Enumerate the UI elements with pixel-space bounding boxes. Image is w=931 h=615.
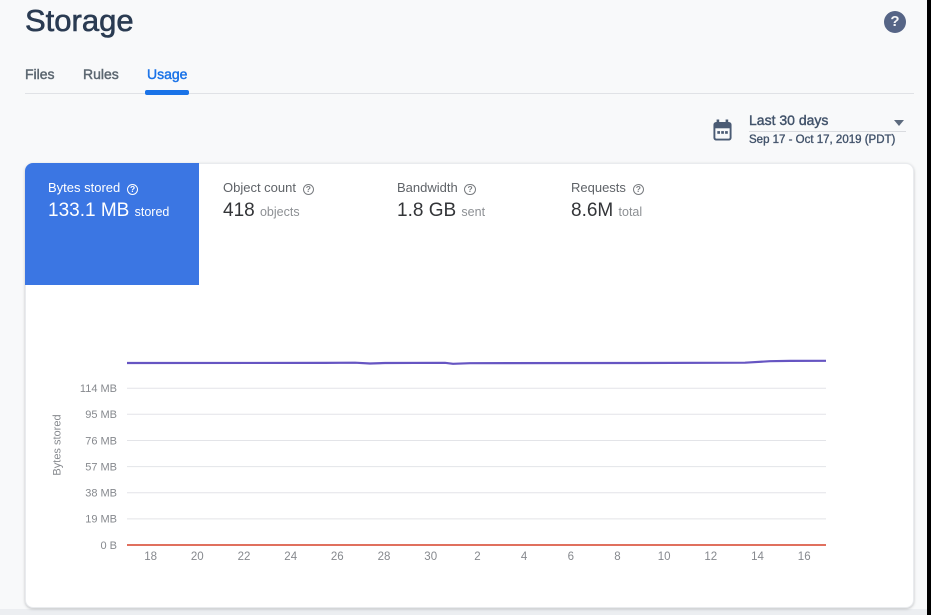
svg-text:8: 8 [614, 551, 620, 563]
svg-text:76 MB: 76 MB [85, 435, 117, 447]
svg-text:18: 18 [144, 551, 157, 563]
svg-text:30: 30 [424, 551, 437, 563]
svg-text:19 MB: 19 MB [85, 514, 117, 526]
svg-text:4: 4 [521, 551, 528, 563]
svg-text:10: 10 [658, 551, 671, 563]
svg-text:28: 28 [378, 551, 391, 563]
svg-text:20: 20 [191, 551, 204, 563]
svg-text:6: 6 [568, 551, 574, 563]
svg-text:26: 26 [331, 551, 344, 563]
svg-text:12: 12 [704, 551, 717, 563]
svg-text:14: 14 [751, 551, 764, 563]
svg-text:114 MB: 114 MB [80, 383, 117, 395]
svg-text:0 B: 0 B [100, 540, 117, 552]
svg-text:57 MB: 57 MB [85, 461, 117, 473]
svg-text:16: 16 [798, 551, 811, 563]
svg-text:95 MB: 95 MB [85, 409, 117, 421]
svg-text:Bytes stored: Bytes stored [52, 414, 64, 475]
svg-text:2: 2 [474, 551, 480, 563]
svg-text:22: 22 [238, 551, 251, 563]
svg-text:38 MB: 38 MB [85, 488, 117, 500]
svg-text:24: 24 [284, 551, 297, 563]
